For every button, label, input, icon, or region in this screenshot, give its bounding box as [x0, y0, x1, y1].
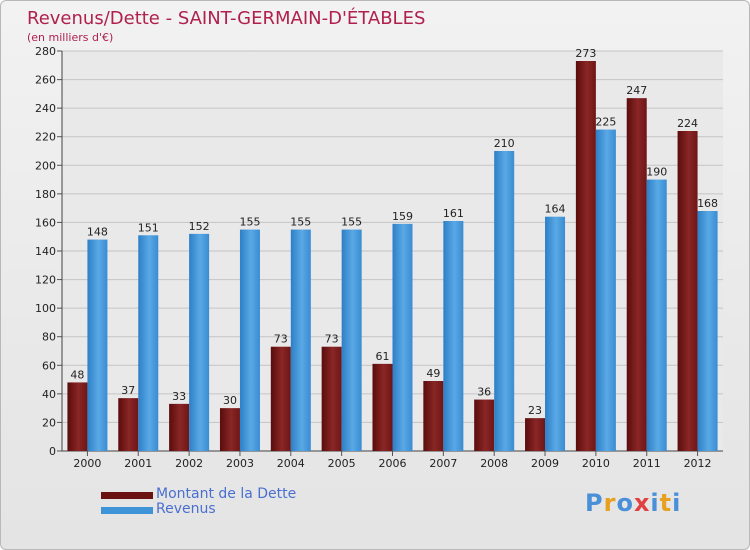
bar-dette-2012	[677, 131, 698, 451]
y-tick-label: 20	[42, 416, 56, 429]
label-dette-2001: 37	[121, 384, 135, 397]
bar-revenus-2002	[189, 233, 210, 451]
y-tick-label: 100	[35, 302, 56, 315]
label-revenus-2004: 155	[290, 216, 311, 229]
legend-swatch-revenus	[101, 507, 153, 514]
x-tick-label-2008: 2008	[480, 457, 508, 470]
bar-dette-2007	[423, 381, 444, 451]
label-revenus-2008: 210	[494, 137, 515, 150]
label-dette-2009: 23	[528, 404, 542, 417]
logo-letter: t	[659, 489, 673, 517]
bar-dette-2006	[372, 363, 393, 451]
bar-revenus-2008	[494, 151, 515, 451]
x-tick-label-2011: 2011	[633, 457, 661, 470]
label-dette-2002: 33	[172, 390, 186, 403]
y-tick-label: 180	[35, 188, 56, 201]
label-revenus-2007: 161	[443, 207, 464, 220]
logo-letter: r	[603, 489, 617, 517]
y-tick-label: 40	[42, 388, 56, 401]
logo-letter: o	[616, 489, 634, 517]
bar-revenus-2001	[138, 235, 159, 451]
bar-dette-2001	[118, 398, 139, 451]
bar-revenus-2010	[595, 129, 616, 452]
logo-letter: x	[633, 489, 651, 517]
label-dette-2011: 247	[626, 84, 647, 97]
proxiti-logo: Proxiti	[585, 489, 681, 517]
x-tick-label-2006: 2006	[379, 457, 407, 470]
y-tick-label: 160	[35, 216, 56, 229]
y-tick-label: 0	[49, 445, 56, 458]
label-revenus-2000: 148	[87, 226, 108, 239]
label-revenus-2011: 190	[646, 166, 667, 179]
label-revenus-2012: 168	[697, 197, 718, 210]
y-tick-label: 200	[35, 159, 56, 172]
logo-letter: P	[585, 489, 604, 517]
y-tick-label: 220	[35, 131, 56, 144]
x-tick-label-2007: 2007	[429, 457, 457, 470]
y-tick-label: 80	[42, 331, 56, 344]
bar-dette-2002	[169, 403, 190, 451]
y-tick-label: 60	[42, 359, 56, 372]
label-dette-2006: 61	[376, 350, 390, 363]
bar-revenus-2003	[239, 229, 260, 451]
label-dette-2000: 48	[70, 368, 84, 381]
y-tick-label: 140	[35, 245, 56, 258]
x-tick-label-2002: 2002	[175, 457, 203, 470]
logo-letter: i	[672, 489, 682, 517]
bar-revenus-2012	[697, 211, 718, 451]
bar-revenus-2004	[290, 229, 311, 451]
x-tick-label-2004: 2004	[277, 457, 305, 470]
bar-dette-2011	[626, 98, 647, 452]
legend-swatch-dette	[101, 492, 153, 499]
label-dette-2008: 36	[477, 386, 491, 399]
label-revenus-2003: 155	[239, 216, 260, 229]
legend-label-dette: Montant de la Dette	[156, 486, 297, 502]
label-revenus-2006: 159	[392, 210, 413, 223]
label-revenus-2010: 225	[595, 116, 616, 129]
x-tick-label-2001: 2001	[124, 457, 152, 470]
bar-revenus-2007	[443, 221, 464, 451]
label-revenus-2009: 164	[545, 203, 566, 216]
logo-letter: i	[650, 489, 660, 517]
bar-dette-2008	[474, 399, 495, 451]
legend-label-revenus: Revenus	[156, 501, 216, 517]
y-tick-label: 260	[35, 74, 56, 87]
bar-dette-2009	[525, 418, 546, 451]
x-tick-label-2000: 2000	[73, 457, 101, 470]
chart-subtitle: (en milliers d'€)	[27, 31, 114, 44]
x-tick-label-2005: 2005	[328, 457, 356, 470]
label-dette-2003: 30	[223, 394, 237, 407]
bar-dette-2003	[219, 408, 240, 451]
label-dette-2004: 73	[274, 333, 288, 346]
label-revenus-2001: 151	[138, 221, 159, 234]
x-tick-label-2009: 2009	[531, 457, 559, 470]
bar-dette-2010	[575, 61, 596, 451]
bar-revenus-2000	[87, 239, 108, 451]
label-revenus-2002: 152	[189, 220, 210, 233]
bar-revenus-2009	[545, 216, 566, 451]
label-dette-2007: 49	[426, 367, 440, 380]
y-tick-label: 120	[35, 274, 56, 287]
label-dette-2012: 224	[677, 117, 698, 130]
chart-title: Revenus/Dette - SAINT-GERMAIN-D'ÉTABLES	[27, 8, 426, 29]
y-tick-label: 280	[35, 45, 56, 58]
bar-dette-2004	[270, 346, 291, 451]
bar-dette-2000	[67, 382, 88, 451]
bar-revenus-2011	[646, 179, 667, 452]
bar-revenus-2005	[341, 229, 362, 451]
label-dette-2005: 73	[325, 333, 339, 346]
label-dette-2010: 273	[575, 47, 596, 60]
bar-revenus-2006	[392, 223, 413, 451]
x-tick-label-2003: 2003	[226, 457, 254, 470]
bar-dette-2005	[321, 346, 342, 451]
x-tick-label-2010: 2010	[582, 457, 610, 470]
x-tick-label-2012: 2012	[684, 457, 712, 470]
label-revenus-2005: 155	[341, 216, 362, 229]
y-tick-label: 240	[35, 102, 56, 115]
